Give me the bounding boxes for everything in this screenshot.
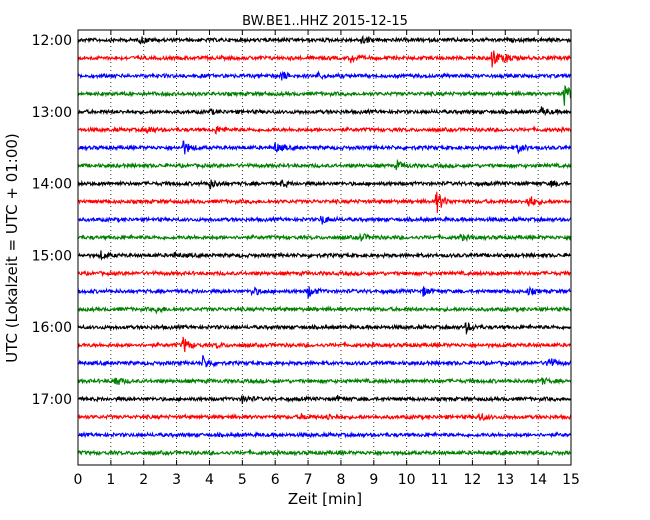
trace-line — [77, 106, 572, 117]
y-tick-label: 15:00 — [32, 248, 72, 264]
x-tick-label: 1 — [106, 472, 115, 488]
trace-line — [77, 376, 572, 386]
trace-line — [77, 336, 572, 353]
trace-line — [77, 84, 572, 106]
x-axis: 0 1 2 3 4 5 6 7 8 9 10 11 12 13 14 15 — [74, 30, 580, 488]
y-tick-label: 14:00 — [32, 177, 72, 193]
y-axis-label: UTC (Lokalzeit = UTC + 01:00) — [3, 133, 21, 363]
traces — [77, 34, 572, 457]
trace-line — [77, 50, 572, 68]
trace-line — [77, 70, 572, 81]
x-tick-label: 4 — [205, 472, 214, 488]
trace-line — [77, 179, 572, 190]
x-tick-label: 14 — [529, 472, 547, 488]
trace-line — [77, 430, 572, 439]
trace-line — [77, 354, 572, 368]
trace-line — [77, 269, 572, 278]
trace-line — [77, 412, 572, 422]
trace-line — [77, 394, 572, 405]
x-tick-label: 15 — [562, 472, 580, 488]
trace-line — [77, 158, 572, 171]
x-tick-label: 2 — [139, 472, 148, 488]
x-axis-label: Zeit [min] — [288, 490, 362, 508]
trace-line — [77, 191, 572, 214]
trace-line — [77, 448, 572, 457]
x-tick-label: 5 — [238, 472, 247, 488]
y-axis: 12:00 13:00 14:00 15:00 16:00 17:00 — [32, 33, 571, 408]
x-tick-label: 12 — [463, 472, 481, 488]
trace-line — [77, 232, 572, 243]
y-tick-label: 17:00 — [32, 392, 72, 408]
y-tick-label: 16:00 — [32, 320, 72, 336]
x-tick-label: 6 — [271, 472, 280, 488]
y-tick-label: 12:00 — [32, 33, 72, 49]
y-tick-label: 13:00 — [32, 105, 72, 121]
trace-line — [77, 34, 572, 45]
plot-frame — [77, 29, 572, 466]
x-tick-label: 13 — [496, 472, 514, 488]
trace-line — [77, 215, 572, 225]
trace-line — [77, 285, 572, 300]
x-tick-label: 0 — [74, 472, 83, 488]
chart-title: BW.BE1..HHZ 2015-12-15 — [242, 14, 408, 29]
trace-line — [77, 250, 572, 261]
x-tick-label: 9 — [369, 472, 378, 488]
trace-line — [77, 140, 572, 155]
x-tick-label: 10 — [398, 472, 416, 488]
x-tick-label: 8 — [336, 472, 345, 488]
trace-line — [77, 125, 572, 135]
x-tick-label: 11 — [431, 472, 449, 488]
x-tick-label: 3 — [172, 472, 181, 488]
grid — [110, 30, 539, 465]
trace-line — [77, 321, 572, 336]
x-tick-label: 7 — [304, 472, 313, 488]
trace-line — [77, 305, 572, 315]
